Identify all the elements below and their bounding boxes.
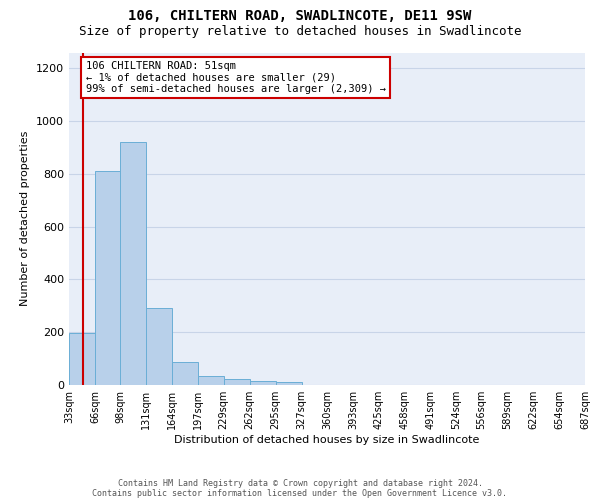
Bar [95, 171, 121, 385]
Bar [69, 334, 95, 385]
X-axis label: Distribution of detached houses by size in Swadlincote: Distribution of detached houses by size … [175, 435, 479, 445]
Text: Size of property relative to detached houses in Swadlincote: Size of property relative to detached ho… [79, 25, 521, 38]
Text: Contains HM Land Registry data © Crown copyright and database right 2024.
Contai: Contains HM Land Registry data © Crown c… [92, 478, 508, 498]
Bar [146, 308, 172, 385]
Text: 106, CHILTERN ROAD, SWADLINCOTE, DE11 9SW: 106, CHILTERN ROAD, SWADLINCOTE, DE11 9S… [128, 9, 472, 23]
Bar [224, 379, 250, 385]
Bar [276, 382, 302, 385]
Bar [199, 376, 224, 385]
Bar [172, 362, 199, 385]
Bar [120, 142, 146, 385]
Bar [250, 380, 276, 385]
Y-axis label: Number of detached properties: Number of detached properties [20, 131, 31, 306]
Text: 106 CHILTERN ROAD: 51sqm
← 1% of detached houses are smaller (29)
99% of semi-de: 106 CHILTERN ROAD: 51sqm ← 1% of detache… [86, 61, 386, 94]
